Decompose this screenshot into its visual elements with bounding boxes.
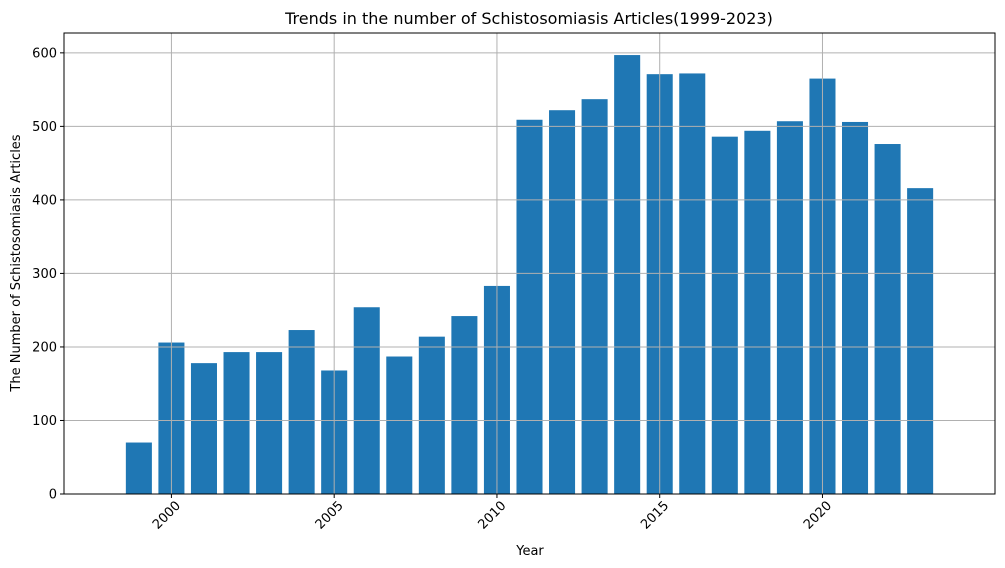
bar-2003 xyxy=(256,352,283,494)
x-axis-ticks: 2000 2005 2010 2015 2020 xyxy=(150,494,835,533)
x-tick-label-2010: 2010 xyxy=(475,499,509,533)
y-tick-label-600: 600 xyxy=(32,46,57,61)
y-axis-ticks: 0 100 200 300 400 500 600 xyxy=(32,46,64,503)
y-tick-label-0: 0 xyxy=(49,488,57,503)
y-tick-label-200: 200 xyxy=(32,340,57,355)
x-axis-label: Year xyxy=(515,544,544,559)
x-tick-label-2005: 2005 xyxy=(313,499,347,533)
bar-2009 xyxy=(451,316,478,494)
bar-2022 xyxy=(874,144,901,494)
bar-2019 xyxy=(776,121,803,494)
bar-2002 xyxy=(223,352,250,494)
y-tick-label-500: 500 xyxy=(32,120,57,135)
bar-2007 xyxy=(386,356,413,494)
bar-2004 xyxy=(288,330,315,494)
bars xyxy=(125,55,934,495)
y-tick-label-400: 400 xyxy=(32,193,57,208)
bar-2008 xyxy=(418,336,445,494)
bar-1999 xyxy=(125,442,152,494)
chart-title: Trends in the number of Schistosomiasis … xyxy=(284,9,773,28)
bar-2018 xyxy=(744,130,771,495)
bar-2017 xyxy=(711,136,738,495)
bar-2021 xyxy=(842,121,869,495)
y-tick-label-300: 300 xyxy=(32,267,57,282)
y-axis-label: The Number of Schistosomiasis Articles xyxy=(9,134,24,392)
bar-2014 xyxy=(614,55,641,495)
x-tick-label-2020: 2020 xyxy=(801,499,835,533)
bar-2013 xyxy=(581,99,608,495)
y-tick-label-100: 100 xyxy=(32,414,57,429)
bar-2011 xyxy=(516,119,543,494)
bar-2001 xyxy=(190,363,217,494)
bar-2012 xyxy=(549,110,576,494)
plot-frame xyxy=(63,32,996,495)
x-tick-label-2015: 2015 xyxy=(638,499,672,533)
bar-2016 xyxy=(679,73,706,494)
bar-2006 xyxy=(353,307,380,494)
bar-2023 xyxy=(907,188,934,494)
x-tick-label-2000: 2000 xyxy=(150,499,184,533)
